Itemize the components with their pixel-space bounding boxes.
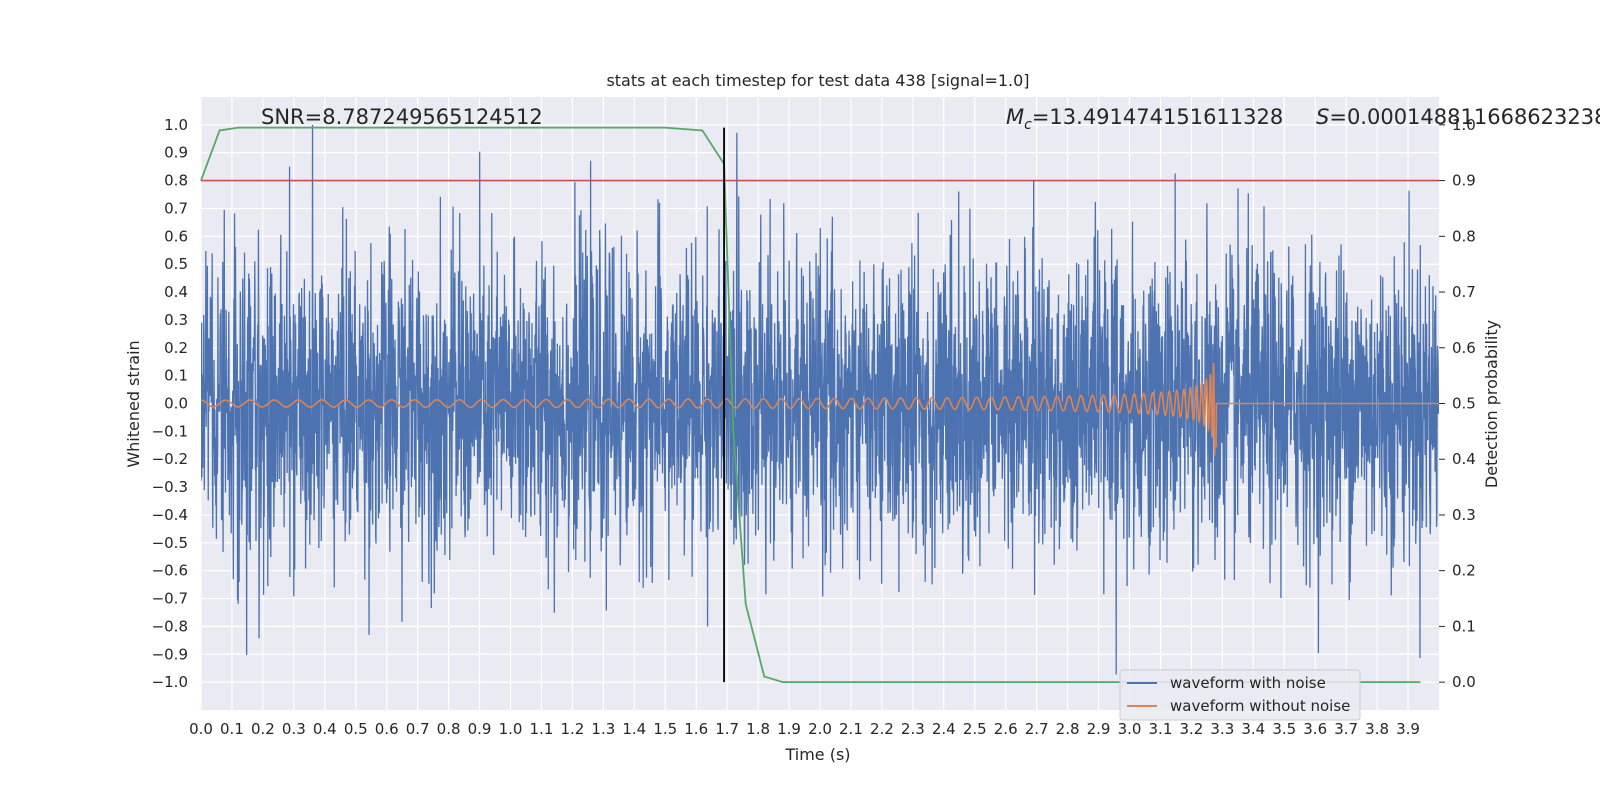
- x-tick-label: 3.8: [1365, 720, 1389, 738]
- y-tick-label: −0.2: [152, 450, 188, 468]
- chart-title: stats at each timestep for test data 438…: [606, 71, 1029, 90]
- y2-tick-label: 0.5: [1452, 395, 1476, 413]
- legend-label-clean: waveform without noise: [1170, 697, 1350, 715]
- x-tick-label: 3.9: [1396, 720, 1420, 738]
- legend-label-noise: waveform with noise: [1170, 674, 1326, 692]
- x-tick-label: 2.0: [808, 720, 832, 738]
- y-tick-label: 0.7: [164, 199, 188, 217]
- s-symbol: S: [1316, 105, 1329, 129]
- series-waveform-with-noise: [201, 124, 1439, 675]
- x-tick-label: 1.7: [715, 720, 739, 738]
- legend-box: [1119, 669, 1361, 721]
- x-tick-label: 2.7: [1025, 720, 1049, 738]
- y-tick-label: 0.5: [164, 255, 188, 273]
- x-tick-label: 1.6: [684, 720, 708, 738]
- x-tick-label: 3.4: [1241, 720, 1265, 738]
- x-tick-label: 2.1: [839, 720, 863, 738]
- x-axis-ticks: 0.0 0.1 0.2 0.3 0.4 0.5 0.6 0.7 0.8 0.9 1.0 1.1 1.2 1…: [189, 720, 1420, 738]
- y-tick-label: 0.4: [164, 283, 188, 301]
- y2-tick-label: 0.0: [1452, 673, 1476, 691]
- x-tick-label: 3.7: [1334, 720, 1358, 738]
- y-tick-label: −0.6: [152, 562, 188, 580]
- x-tick-label: 1.2: [560, 720, 584, 738]
- series-waveform-without-noise: [201, 362, 1439, 456]
- y-tick-label: −0.5: [152, 534, 188, 552]
- x-tick-label: 2.2: [870, 720, 894, 738]
- s-annotation: S=0.000148811668623238: [1316, 105, 1600, 129]
- y-tick-label: −0.1: [152, 422, 188, 440]
- y-tick-label: −0.9: [152, 645, 188, 663]
- x-tick-label: 2.6: [994, 720, 1018, 738]
- x-tick-label: 2.4: [932, 720, 956, 738]
- y-tick-label: 0.9: [164, 144, 188, 162]
- y2-axis-label: Detection probability: [1482, 320, 1501, 488]
- y-tick-label: 0.2: [164, 339, 188, 357]
- x-tick-label: 0.1: [220, 720, 244, 738]
- y-axis-label: Whitened strain: [124, 340, 143, 467]
- x-tick-label: 1.8: [746, 720, 770, 738]
- y-tick-label: 0.6: [164, 227, 188, 245]
- y2-axis-ticks: 1.0 0.9 0.8 0.7 0.6 0.5 0.4 0.3 0.2 0.1 0.0: [1439, 116, 1476, 691]
- y-tick-label: 0.0: [164, 395, 188, 413]
- chirp-mass-subscript: c: [1024, 117, 1032, 133]
- y2-tick-label: 0.7: [1452, 283, 1476, 301]
- x-tick-label: 2.5: [963, 720, 987, 738]
- snr-annotation: SNR=8.787249565124512: [261, 105, 543, 129]
- x-tick-label: 0.0: [189, 720, 213, 738]
- y2-tick-label: 0.9: [1452, 172, 1476, 190]
- x-axis-label: Time (s): [784, 745, 850, 764]
- s-value-cut: 8: [1594, 105, 1600, 129]
- x-tick-label: 2.8: [1056, 720, 1080, 738]
- chirp-mass-annotation: Mc=13.491474151611328: [1006, 105, 1283, 133]
- line-waveform-with-noise: [201, 124, 1439, 675]
- y2-tick-label: 0.2: [1452, 562, 1476, 580]
- x-tick-label: 0.9: [468, 720, 492, 738]
- y-tick-label: −0.3: [152, 478, 188, 496]
- x-tick-label: 3.6: [1303, 720, 1327, 738]
- y-tick-label: −1.0: [152, 673, 188, 691]
- y2-tick-label: 0.6: [1452, 339, 1476, 357]
- y-tick-label: 0.8: [164, 172, 188, 190]
- x-tick-label: 3.5: [1272, 720, 1296, 738]
- y-tick-label: 0.1: [164, 367, 188, 385]
- x-tick-label: 1.0: [499, 720, 523, 738]
- chirp-mass-symbol: M: [1006, 105, 1024, 129]
- x-tick-label: 0.7: [406, 720, 430, 738]
- x-tick-label: 3.1: [1149, 720, 1173, 738]
- y2-tick-label: 0.4: [1452, 450, 1476, 468]
- y2-tick-label: 0.8: [1452, 227, 1476, 245]
- y-tick-label: 1.0: [164, 116, 188, 134]
- y2-tick-label: 1.0: [1452, 116, 1476, 134]
- x-tick-label: 0.6: [375, 720, 399, 738]
- x-tick-label: 1.9: [777, 720, 801, 738]
- x-tick-label: 1.3: [591, 720, 615, 738]
- line-waveform-without-noise: [201, 362, 1439, 456]
- y-tick-label: 0.3: [164, 311, 188, 329]
- y2-tick-label: 0.1: [1452, 617, 1476, 635]
- x-tick-label: 0.3: [282, 720, 306, 738]
- y2-tick-label: 0.3: [1452, 506, 1476, 524]
- x-tick-label: 0.2: [251, 720, 275, 738]
- x-tick-label: 3.2: [1179, 720, 1203, 738]
- x-tick-label: 2.9: [1087, 720, 1111, 738]
- y-tick-label: −0.7: [152, 590, 188, 608]
- x-tick-label: 2.3: [901, 720, 925, 738]
- x-tick-label: 1.1: [530, 720, 554, 738]
- x-tick-label: 0.5: [344, 720, 368, 738]
- x-tick-label: 3.3: [1210, 720, 1234, 738]
- legend: waveform with noise waveform without noi…: [1119, 669, 1361, 721]
- x-tick-label: 1.5: [653, 720, 677, 738]
- s-value: =0.00014881166862323: [1329, 105, 1594, 129]
- chirp-mass-value: =13.491474151611328: [1032, 105, 1283, 129]
- y-tick-label: −0.8: [152, 617, 188, 635]
- y-axis-ticks: 1.0 0.9 0.8 0.7 0.6 0.5 0.4 0.3 0.2 0.1 0.0 −0.1 −0.…: [152, 116, 188, 691]
- x-tick-label: 0.4: [313, 720, 337, 738]
- x-tick-label: 1.4: [622, 720, 646, 738]
- y-tick-label: −0.4: [152, 506, 188, 524]
- x-tick-label: 0.8: [437, 720, 461, 738]
- x-tick-label: 3.0: [1118, 720, 1142, 738]
